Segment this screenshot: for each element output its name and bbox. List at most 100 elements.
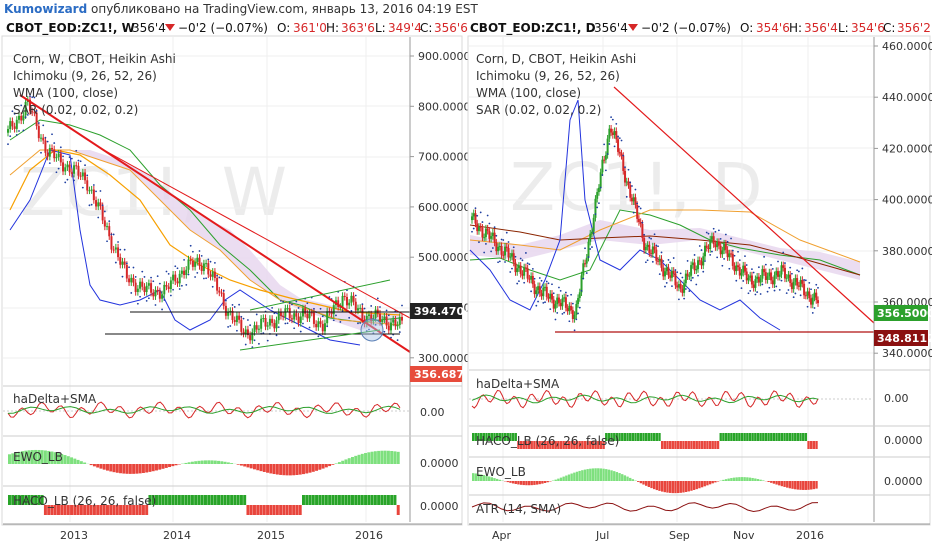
last-price-d: 356'4 [594, 21, 628, 35]
weekly-candle-sar-dot [64, 181, 67, 184]
weekly-candle-body [367, 314, 370, 316]
weekly-candle-sar-dot [9, 135, 12, 138]
ewo-d-bar [605, 469, 608, 481]
weekly-candle-body [257, 328, 260, 330]
weekly-candle-sar-dot [97, 216, 100, 219]
ewo-bar [223, 461, 227, 464]
haco-bar [34, 495, 38, 505]
ewo-bar [344, 459, 348, 464]
haco-d-bar [506, 433, 509, 441]
haco-d-bar [754, 433, 757, 441]
daily-candle-sar-dot [726, 240, 729, 243]
main-pane-d[interactable]: ZC1!, D [469, 37, 875, 522]
daily-candle-body [663, 271, 666, 277]
weekly-candle-sar-dot [125, 262, 128, 265]
weekly-chart[interactable]: CBOT_EOD:ZC1!, W 356'4 −0'2 (−0.07%) O: … [1, 21, 472, 542]
daily-candle-sar-dot [657, 245, 659, 248]
ewo-d-bar [565, 475, 568, 481]
time-label-sep: Sep [669, 529, 690, 542]
daily-candle-sar-dot [476, 214, 479, 217]
daily-chart[interactable]: CBOT_EOD:ZC1!, D 356'4 −0'2 (−0.07%) O: … [467, 21, 932, 542]
daily-candle-body [554, 304, 557, 309]
daily-candle-body [615, 131, 618, 140]
weekly-candle-sar-dot [24, 116, 27, 119]
daily-candle-sar-dot [598, 202, 600, 205]
daily-candle-sar-dot [751, 268, 753, 271]
daily-candle-sar-dot [697, 274, 699, 277]
ewo-d-bar [687, 481, 690, 492]
ewo-bar [354, 455, 358, 464]
weekly-candle-sar-dot [130, 292, 133, 294]
daily-candle-body [528, 278, 531, 280]
weekly-candle-body [110, 236, 113, 250]
daily-candle-body [550, 293, 553, 300]
ewo-d-bar [530, 481, 533, 486]
haco-bar [79, 505, 83, 515]
daily-candle-sar-dot [810, 288, 812, 291]
haco-d-bar [634, 433, 637, 441]
ewo-d-bar [810, 481, 813, 490]
price-tick-3: 600.0000 [418, 201, 471, 214]
daily-candle-sar-dot [554, 318, 557, 321]
haco-d-bar [799, 433, 802, 441]
weekly-candle-body [46, 152, 49, 157]
daily-candle-sar-dot [653, 233, 656, 236]
daily-candle-sar-dot [749, 289, 752, 292]
haco-bar [106, 505, 109, 515]
weekly-candle-body [268, 318, 271, 326]
ewo-bar [239, 464, 243, 466]
ewo-d-bar [618, 473, 621, 481]
haco-bar [321, 495, 325, 505]
change-value-d: −0'2 (−0.07%) [641, 21, 731, 35]
last-price: 356'4 [132, 21, 166, 35]
ewo-bar [21, 451, 25, 464]
weekly-candle-sar-dot [266, 339, 269, 342]
daily-candle-sar-dot [721, 264, 724, 267]
daily-candle-body [808, 291, 811, 299]
pane-tick-haco-d: 0.0000 [884, 434, 923, 447]
daily-candle-sar-dot [761, 283, 764, 286]
weekly-candle-sar-dot [242, 317, 245, 320]
author-link[interactable]: Kumowizard [4, 2, 88, 16]
weekly-candle-sar-dot [31, 96, 34, 99]
haco-bar [60, 505, 64, 515]
weekly-candle-sar-dot [225, 299, 227, 302]
daily-candle-body [801, 279, 804, 284]
haco-d-bar [796, 433, 800, 441]
ewo-d-bar [610, 470, 613, 481]
weekly-candle-sar-dot [277, 326, 280, 329]
price-axis-d[interactable]: 460.0000 440.0000 420.0000 400.0000 380.0000… [874, 40, 932, 360]
haco-d-bar [594, 441, 597, 449]
haco-d-bar [783, 433, 786, 441]
daily-candle-sar-dot [631, 185, 633, 187]
daily-candle-sar-dot [646, 259, 649, 262]
ewo-bar [53, 452, 57, 464]
pane-tick-ewo: 0.0000 [420, 457, 459, 470]
weekly-candle-sar-dot [196, 271, 199, 274]
main-pane[interactable]: ZC1!, W [3, 37, 411, 522]
daily-candle-body [811, 297, 814, 305]
daily-candle-body [474, 213, 477, 224]
daily-candle-body [730, 253, 733, 255]
daily-candle-body [740, 272, 743, 276]
haco-bar [17, 495, 21, 505]
haco-d-bar [557, 441, 560, 449]
daily-candle-body [648, 244, 651, 254]
channel-lower [239, 329, 381, 351]
ewo-bar [83, 462, 87, 464]
weekly-candle-body [343, 295, 346, 297]
daily-candle-body [495, 242, 498, 252]
daily-candle-sar-dot [559, 289, 562, 292]
weekly-candle-sar-dot [40, 151, 42, 154]
daily-candle-sar-dot [745, 264, 748, 266]
weekly-candle-body [350, 295, 353, 303]
weekly-candle-sar-dot [238, 303, 241, 306]
haco-bar [357, 495, 361, 505]
daily-candle-sar-dot [711, 250, 713, 253]
daily-candle-body [594, 198, 597, 218]
ewo-d-bar [647, 481, 651, 487]
haco-bar [148, 495, 152, 505]
hadelta-sma [7, 405, 401, 414]
ewo-bar [187, 462, 191, 464]
